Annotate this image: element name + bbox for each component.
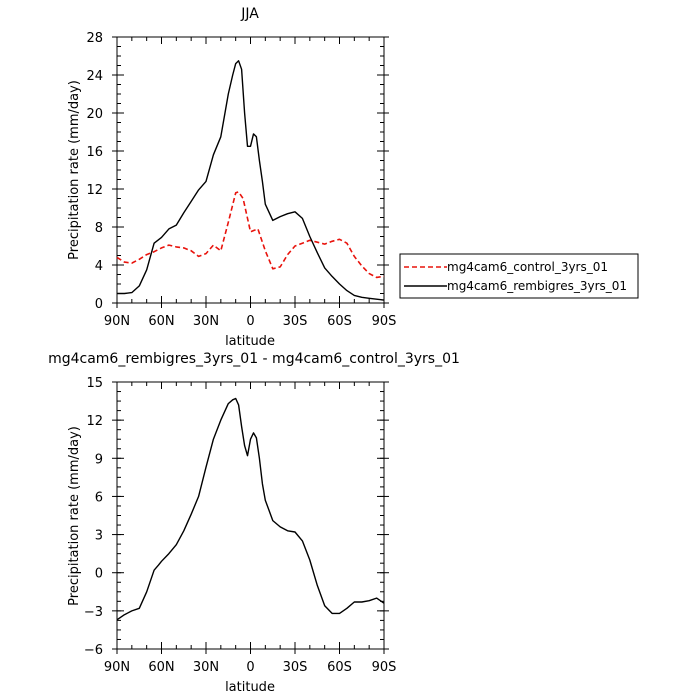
top-y-tick-label: 16 xyxy=(86,145,103,160)
bottom-y-axis-label: Precipitation rate (mm/day) xyxy=(67,426,82,606)
bottom-y-tick-label: −3 xyxy=(84,605,103,620)
top-y-tick-label: 0 xyxy=(95,297,103,312)
bottom-y-tick-labels: −6 −3 0 3 6 9 12 15 xyxy=(84,376,103,658)
legend-label-control: mg4cam6_control_3yrs_01 xyxy=(447,260,608,274)
top-x-tick-label: 60N xyxy=(148,314,174,329)
top-x-axis-label: latitude xyxy=(225,334,275,349)
bottom-y-tick-label: 15 xyxy=(86,376,103,391)
bottom-series-line-1 xyxy=(116,397,385,621)
top-x-tick-label: 90S xyxy=(372,314,397,329)
top-y-tick-label: 28 xyxy=(86,31,103,46)
bottom-y-tick-label: 3 xyxy=(95,529,103,544)
bottom-x-tick-label: 60S xyxy=(327,660,352,675)
top-x-tick-label: 90N xyxy=(104,314,130,329)
top-x-tick-label: 30N xyxy=(193,314,219,329)
top-x-tick-label: 0 xyxy=(246,314,254,329)
bottom-axis-ticks xyxy=(112,381,389,654)
bottom-x-tick-label: 30S xyxy=(283,660,308,675)
bottom-x-tick-labels: 90N 60N 30N 0 30S 60S 90S xyxy=(104,660,397,675)
bottom-y-tick-label: 12 xyxy=(86,414,103,429)
bottom-y-tick-label: 0 xyxy=(95,567,103,582)
top-chart-title: JJA xyxy=(240,6,259,22)
bottom-plot-panel: mg4cam6_rembigres_3yrs_01 - mg4cam6_cont… xyxy=(48,351,460,695)
bottom-series-lines xyxy=(116,397,385,621)
top-y-tick-label: 20 xyxy=(86,107,103,122)
bottom-y-tick-label: −6 xyxy=(84,643,103,658)
top-x-tick-label: 30S xyxy=(283,314,308,329)
top-y-tick-label: 24 xyxy=(86,69,103,84)
bottom-plot-frame xyxy=(116,381,385,650)
top-y-tick-label: 12 xyxy=(86,183,103,198)
top-y-tick-label: 4 xyxy=(95,259,103,274)
legend-box xyxy=(399,253,639,299)
top-y-tick-label: 8 xyxy=(95,221,103,236)
bottom-x-tick-label: 90N xyxy=(104,660,130,675)
bottom-chart-title: mg4cam6_rembigres_3yrs_01 - mg4cam6_cont… xyxy=(48,351,460,367)
top-series-lines xyxy=(116,60,385,301)
top-y-tick-labels: 0 4 8 12 16 20 24 28 xyxy=(86,31,103,312)
legend-label-rembigres: mg4cam6_rembigres_3yrs_01 xyxy=(447,279,627,293)
top-x-tick-label: 60S xyxy=(327,314,352,329)
top-y-axis-label: Precipitation rate (mm/day) xyxy=(67,80,82,260)
bottom-y-tick-label: 9 xyxy=(95,452,103,467)
top-x-tick-labels: 90N 60N 30N 0 30S 60S 90S xyxy=(104,314,397,329)
top-plot-frame xyxy=(116,36,385,304)
top-series-line-2 xyxy=(117,60,385,301)
bottom-x-tick-label: 0 xyxy=(246,660,254,675)
bottom-x-tick-label: 60N xyxy=(148,660,174,675)
bottom-y-tick-label: 6 xyxy=(95,490,103,505)
top-axis-ticks xyxy=(112,36,389,308)
bottom-x-axis-label: latitude xyxy=(225,680,275,695)
bottom-x-tick-label: 90S xyxy=(372,660,397,675)
top-plot-panel: JJA 90N 60N 30N 0 30S 60S 90S 0 4 8 12 16 20 24 28 la… xyxy=(67,6,396,349)
bottom-x-tick-label: 30N xyxy=(193,660,219,675)
top-series-line-1 xyxy=(116,191,385,279)
legend: mg4cam6_control_3yrs_01 mg4cam6_rembigre… xyxy=(399,253,639,299)
